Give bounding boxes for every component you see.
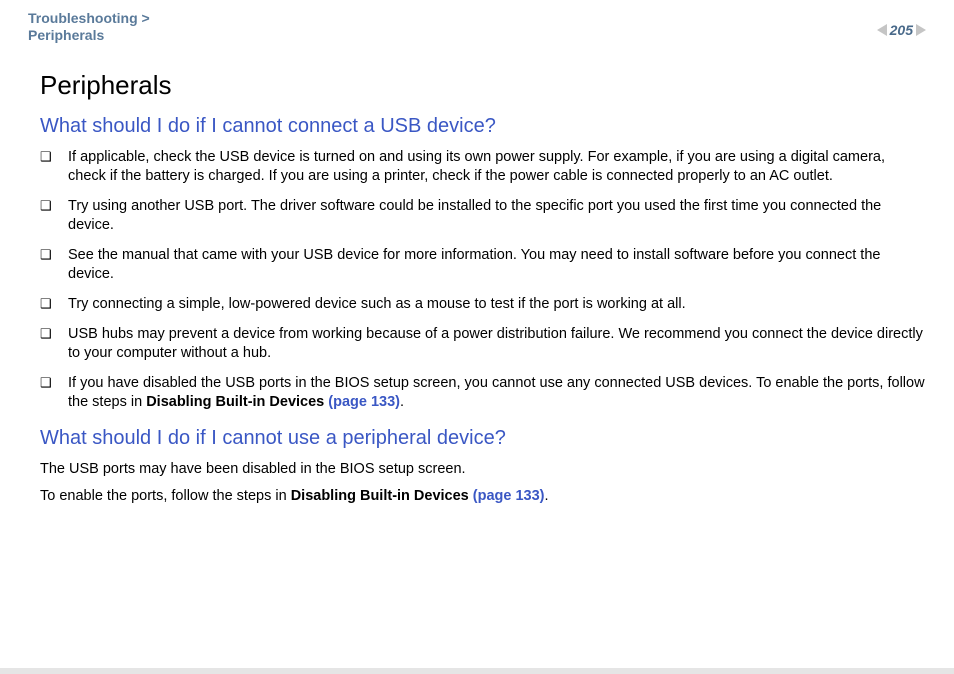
next-page-icon[interactable] bbox=[916, 24, 926, 36]
bullet-list-usb: If applicable, check the USB device is t… bbox=[40, 148, 926, 413]
page-number: 205 bbox=[890, 22, 913, 38]
list-item: Try using another USB port. The driver s… bbox=[40, 197, 926, 236]
prev-page-icon[interactable] bbox=[877, 24, 887, 36]
breadcrumb: Troubleshooting > Peripherals bbox=[28, 10, 150, 44]
list-item: If you have disabled the USB ports in th… bbox=[40, 374, 926, 413]
list-item: Try connecting a simple, low-powered dev… bbox=[40, 295, 926, 315]
list-item: See the manual that came with your USB d… bbox=[40, 246, 926, 285]
page-navigator: 205 bbox=[877, 10, 926, 38]
bottom-bar bbox=[0, 668, 954, 674]
text-fragment: To enable the ports, follow the steps in bbox=[40, 488, 291, 504]
breadcrumb-line-2: Peripherals bbox=[28, 27, 104, 43]
text-fragment: . bbox=[400, 394, 404, 410]
list-item: USB hubs may prevent a device from worki… bbox=[40, 325, 926, 364]
question-heading-usb-connect: What should I do if I cannot connect a U… bbox=[40, 115, 926, 138]
breadcrumb-line-1: Troubleshooting > bbox=[28, 10, 150, 26]
list-item: If applicable, check the USB device is t… bbox=[40, 148, 926, 187]
page-reference-link[interactable]: (page 133) bbox=[328, 394, 400, 410]
paragraph: The USB ports may have been disabled in … bbox=[40, 460, 926, 480]
question-heading-peripheral: What should I do if I cannot use a perip… bbox=[40, 427, 926, 450]
bold-reference: Disabling Built-in Devices bbox=[146, 394, 328, 410]
page-title: Peripherals bbox=[40, 70, 926, 101]
text-fragment: . bbox=[545, 488, 549, 504]
page-header: Troubleshooting > Peripherals 205 bbox=[28, 10, 926, 44]
page-reference-link[interactable]: (page 133) bbox=[473, 488, 545, 504]
paragraph: To enable the ports, follow the steps in… bbox=[40, 487, 926, 507]
bold-reference: Disabling Built-in Devices bbox=[291, 488, 473, 504]
